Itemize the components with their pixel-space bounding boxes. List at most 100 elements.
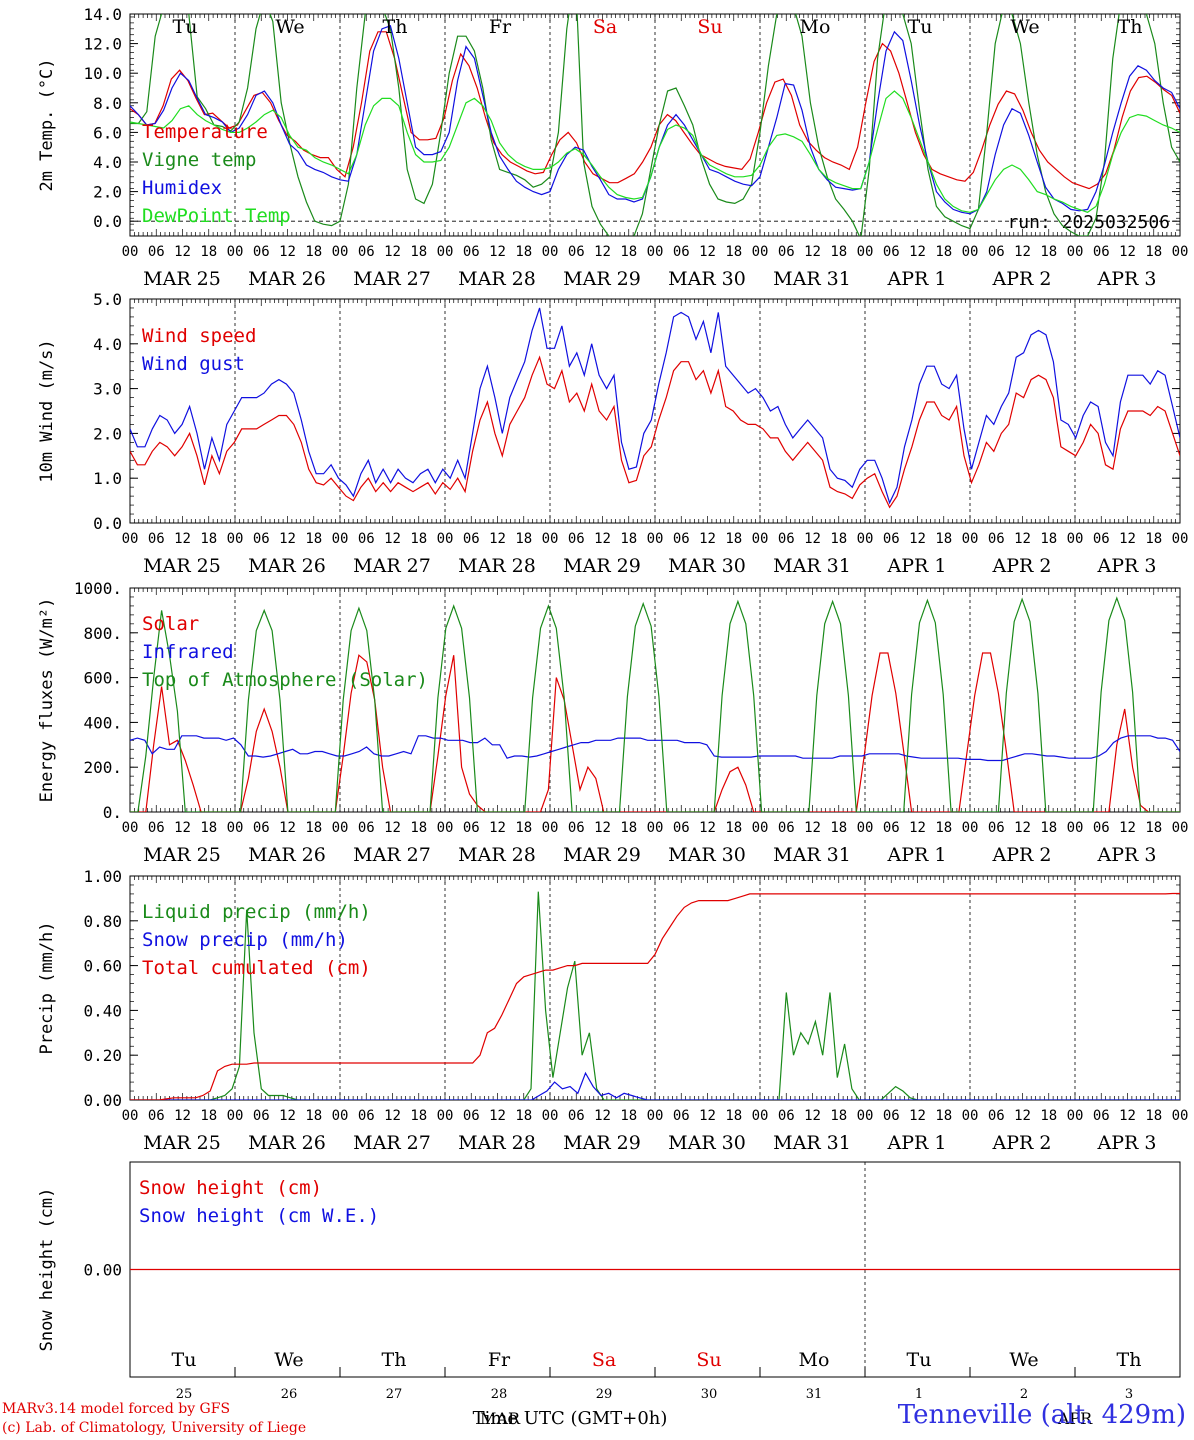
date-label: MAR 28	[458, 268, 536, 290]
date-label: APR 2	[992, 844, 1052, 866]
hour-tick-label: 18	[830, 531, 847, 547]
hour-tick-label: 06	[148, 820, 165, 836]
plot-frame	[129, 298, 1181, 524]
hour-tick-label: 06	[148, 244, 165, 260]
hour-tick-label: 12	[1119, 1108, 1136, 1124]
hour-tick-label: 12	[1014, 244, 1031, 260]
date-label: MAR 26	[248, 1132, 326, 1154]
y-tick-label: 4.0	[93, 153, 122, 172]
credit-line: (c) Lab. of Climatology, University of L…	[2, 1420, 307, 1436]
hour-tick-label: 00	[962, 1108, 979, 1124]
hour-tick-label: 00	[227, 1108, 244, 1124]
hour-tick-label: 18	[305, 820, 322, 836]
panel-4: 0.00 0.20 0.40 0.60 0.80 1.00 Precip (mm/h) Liq…	[37, 867, 1188, 1154]
hour-tick-label: 06	[988, 531, 1005, 547]
hour-tick-label: 06	[673, 1108, 690, 1124]
y-tick-label: 0.20	[83, 1046, 122, 1065]
date-label: MAR 25	[143, 1132, 221, 1154]
hour-tick-label: 00	[437, 1108, 454, 1124]
date-label: MAR 29	[563, 1132, 641, 1154]
y-tick-label: 0.0	[93, 212, 122, 231]
hour-tick-label: 00	[857, 244, 874, 260]
hour-tick-label: 06	[1093, 820, 1110, 836]
hour-tick-label: 18	[515, 531, 532, 547]
hour-tick-label: 06	[253, 244, 270, 260]
date-label: MAR 31	[773, 844, 851, 866]
hour-tick-label: 00	[1067, 820, 1084, 836]
series-group	[130, 596, 1180, 812]
hour-tick-label: 06	[463, 1108, 480, 1124]
hour-tick-label: 12	[909, 820, 926, 836]
hour-tick-label: 00	[122, 820, 139, 836]
y-tick-label: 0.60	[83, 957, 122, 976]
hour-tick-label: 12	[489, 244, 506, 260]
hour-tick-label: 12	[279, 244, 296, 260]
legend-entry: Snow height (cm W.E.)	[139, 1205, 379, 1227]
y-tick-label: 4.0	[93, 335, 122, 354]
hour-tick-label: 12	[174, 244, 191, 260]
hour-tick-label: 00	[647, 531, 664, 547]
weekday-label: We	[275, 16, 304, 38]
hour-tick-label: 06	[883, 531, 900, 547]
hour-tick-label: 06	[148, 1108, 165, 1124]
hour-tick-label: 00	[647, 244, 664, 260]
panel-2: 0.0 1.0 2.0 3.0 4.0 5.0 10m Wind (m/s) Wind spe…	[37, 290, 1188, 577]
y-axis-label: 2m Temp. (°C)	[37, 58, 57, 191]
hour-tick-label: 06	[988, 244, 1005, 260]
series-line-infrared	[130, 735, 1180, 762]
y-tick-label: 10.0	[83, 64, 122, 83]
legend-entry: Wind speed	[142, 325, 256, 347]
weekday-label: Fr	[488, 1349, 511, 1371]
y-axis-label: Precip (mm/h)	[37, 921, 57, 1054]
series-group	[130, 307, 1180, 509]
plot-frame	[129, 587, 1181, 813]
hour-tick-label: 06	[883, 244, 900, 260]
hour-tick-label: 18	[620, 820, 637, 836]
legend-entry: Solar	[142, 613, 199, 635]
hour-tick-label: 00	[437, 244, 454, 260]
hour-tick-label: 12	[804, 820, 821, 836]
weekday-label: Th	[1117, 1349, 1142, 1371]
hour-tick-label: 00	[437, 820, 454, 836]
hour-tick-label: 12	[1014, 1108, 1031, 1124]
hour-tick-label: 18	[1145, 244, 1162, 260]
hour-tick-label: 06	[253, 820, 270, 836]
hour-tick-label: 18	[935, 820, 952, 836]
hour-tick-label: 00	[647, 820, 664, 836]
hour-tick-label: 12	[384, 244, 401, 260]
hour-tick-label: 06	[568, 1108, 585, 1124]
date-label: MAR 25	[143, 555, 221, 577]
date-label: APR 2	[992, 555, 1052, 577]
weekday-label: Su	[696, 1349, 721, 1371]
hour-tick-label: 18	[305, 1108, 322, 1124]
date-label: MAR 27	[353, 268, 431, 290]
hour-tick-label: 06	[568, 244, 585, 260]
run-annotation: run: 2025032506	[1007, 212, 1170, 233]
hour-tick-label: 06	[463, 244, 480, 260]
date-label: MAR 29	[563, 268, 641, 290]
date-label: MAR 26	[248, 844, 326, 866]
hour-tick-label: 18	[725, 1108, 742, 1124]
weekday-label: We	[1010, 16, 1039, 38]
hour-tick-label: 12	[594, 531, 611, 547]
y-tick-label: 1000.	[74, 579, 122, 598]
y-tick-label: 0.	[103, 803, 122, 822]
hour-tick-label: 06	[463, 531, 480, 547]
y-tick-label: 200.	[83, 758, 122, 777]
hour-tick-label: 06	[778, 244, 795, 260]
day-number: 27	[386, 1387, 403, 1402]
date-label: MAR 25	[143, 844, 221, 866]
y-tick-label: 0.0	[93, 514, 122, 533]
hour-tick-label: 06	[463, 820, 480, 836]
hour-tick-label: 00	[437, 531, 454, 547]
hour-tick-label: 18	[725, 531, 742, 547]
hour-tick-label: 18	[305, 531, 322, 547]
panel-1: 0.0 2.0 4.0 6.0 8.0 10.0 12.0 14.0 2m Temp. (°C)…	[37, 5, 1188, 290]
legend-entry: Liquid precip (mm/h)	[142, 901, 371, 923]
hour-tick-label: 00	[122, 531, 139, 547]
series-line-total-cumulated-cm-	[130, 892, 1180, 1100]
series-line-wind-speed	[130, 355, 1180, 509]
weekday-label: Fr	[489, 16, 512, 38]
weekday-label: Sa	[592, 1349, 616, 1371]
hour-tick-label: 12	[909, 1108, 926, 1124]
